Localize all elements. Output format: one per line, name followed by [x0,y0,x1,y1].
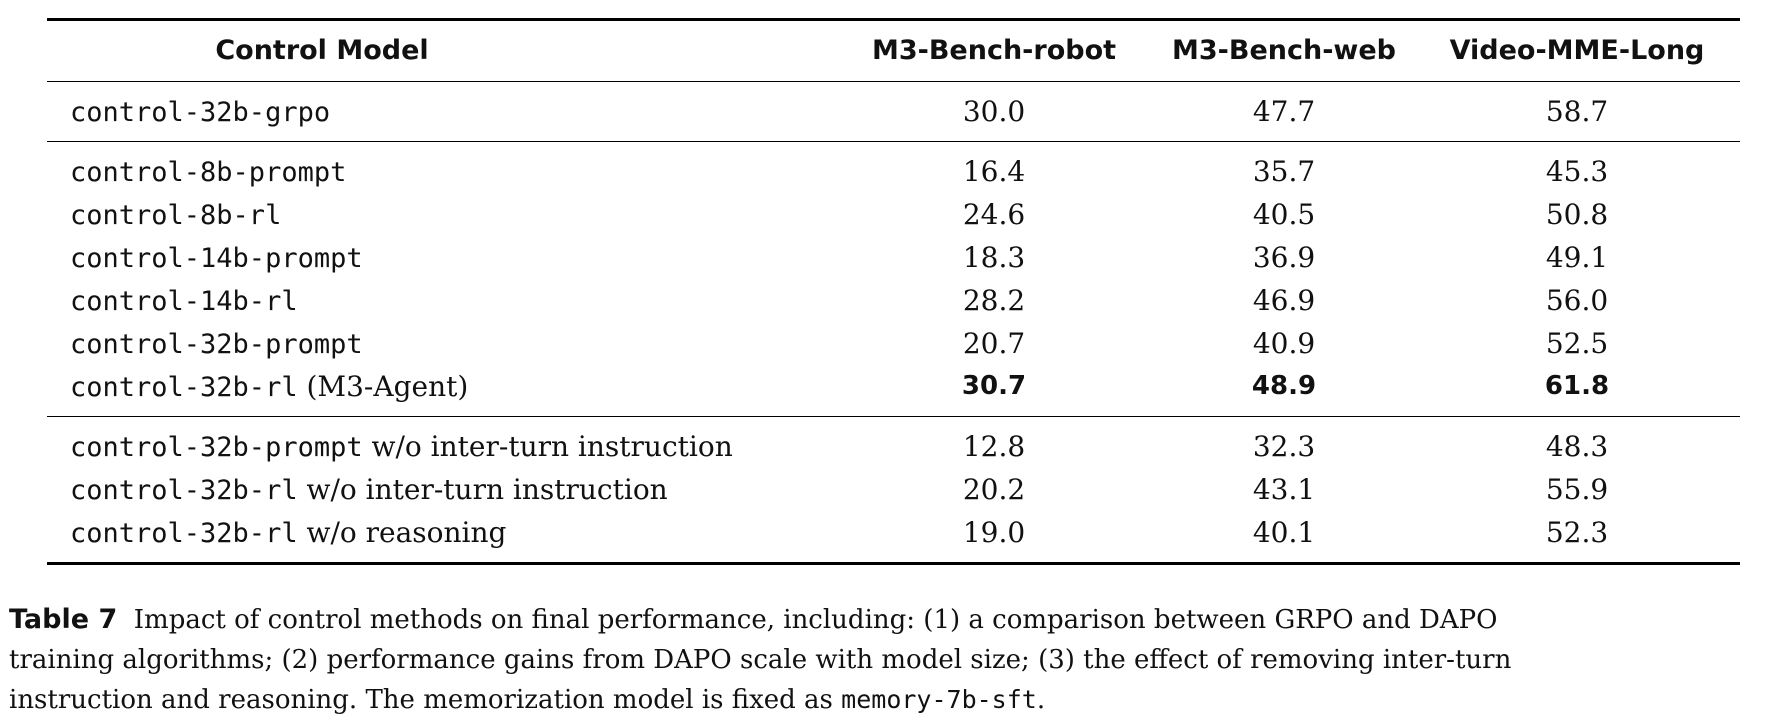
video-mme-long-score: 45.3 [1545,155,1609,188]
model-suffix: w/o inter-turn instruction [297,473,668,506]
model-name-cell: control-32b-rl w/o reasoning [70,511,850,554]
m3-bench-robot-score: 20.7 [962,327,1026,360]
video-mme-long-score: 50.8 [1545,198,1609,231]
model-name-cell: control-8b-rl [70,193,850,236]
model-code: control-32b-rl [70,475,298,506]
header-video-mme-long: Video-MME-Long [1449,35,1705,66]
table-header-rule [47,81,1740,82]
group-separator-rule [47,141,1740,142]
m3-bench-robot-score: 16.4 [962,155,1026,188]
video-mme-long-score: 61.8 [1544,371,1610,401]
model-code: control-32b-grpo [70,97,331,128]
caption-line-1: Table 7 Impact of control methods on fin… [9,600,1779,640]
caption-text-3: instruction and reasoning. The memorizat… [9,685,842,715]
table-row: control-32b-prompt w/o inter-turn instru… [47,425,1740,468]
table-row: control-8b-prompt 16.4 35.7 45.3 [47,150,1740,193]
table-row: control-32b-rl w/o inter-turn instructio… [47,468,1740,511]
model-code: control-32b-rl [70,372,298,403]
table-bottom-rule [47,562,1740,565]
model-code: control-14b-rl [70,286,298,317]
group-padding [47,82,1740,90]
video-mme-long-score: 55.9 [1545,473,1609,506]
m3-bench-robot-score: 30.0 [962,95,1026,128]
m3-bench-web-score: 46.9 [1252,284,1316,317]
m3-bench-web-score: 40.5 [1252,198,1316,231]
m3-bench-web-score: 43.1 [1252,473,1316,506]
m3-bench-robot-score: 19.0 [962,516,1026,549]
m3-bench-robot-score: 18.3 [962,241,1026,274]
m3-bench-web-score: 40.1 [1252,516,1316,549]
caption-model-code: memory-7b-sft [841,685,1037,714]
video-mme-long-score: 49.1 [1545,241,1609,274]
m3-bench-robot-score: 30.7 [961,371,1027,401]
video-mme-long-score: 52.3 [1545,516,1609,549]
m3-bench-robot-score: 24.6 [962,198,1026,231]
model-code: control-8b-rl [70,200,282,231]
model-name-cell: control-32b-rl w/o inter-turn instructio… [70,468,850,511]
video-mme-long-score: 56.0 [1545,284,1609,317]
model-suffix: w/o reasoning [297,516,507,549]
model-suffix: (M3-Agent) [297,370,469,403]
video-mme-long-score: 52.5 [1545,327,1609,360]
model-name-cell: control-8b-prompt [70,150,850,193]
m3-bench-robot-score: 28.2 [962,284,1026,317]
table-caption: Table 7 Impact of control methods on fin… [9,600,1779,720]
video-mme-long-score: 48.3 [1545,430,1609,463]
caption-label: Table 7 [9,604,118,635]
m3-bench-web-score: 32.3 [1252,430,1316,463]
table-row: control-14b-rl 28.2 46.9 56.0 [47,279,1740,322]
model-code: control-32b-prompt [70,329,363,360]
model-name-cell: control-32b-prompt w/o inter-turn instru… [70,425,850,468]
video-mme-long-score: 58.7 [1545,95,1609,128]
m3-bench-web-score: 36.9 [1252,241,1316,274]
caption-line-3: instruction and reasoning. The memorizat… [9,680,1779,720]
header-control-model: Control Model [215,35,429,66]
group-padding [47,142,1740,150]
model-code: control-8b-prompt [70,157,347,188]
model-name-cell: control-14b-prompt [70,236,850,279]
group-padding [47,417,1740,425]
model-name-cell: control-32b-prompt [70,322,850,365]
m3-bench-web-score: 35.7 [1252,155,1316,188]
group-separator-rule [47,416,1740,417]
results-table: Control Model M3-Bench-robot M3-Bench-we… [47,18,1740,565]
group-padding [47,554,1740,562]
table-row: control-32b-rl w/o reasoning 19.0 40.1 52.3 [47,511,1740,554]
model-code: control-32b-rl [70,518,298,549]
m3-bench-web-score: 40.9 [1252,327,1316,360]
m3-bench-robot-score: 12.8 [962,430,1026,463]
model-name-cell: control-32b-rl (M3-Agent) [70,365,850,408]
table-row: control-32b-rl (M3-Agent) 30.7 48.9 61.8 [47,365,1740,408]
table-body: control-32b-grpo 30.0 47.7 58.7 control-8b-p… [47,82,1740,562]
table-row: control-32b-grpo 30.0 47.7 58.7 [47,90,1740,133]
model-name-cell: control-32b-grpo [70,90,850,133]
m3-bench-robot-score: 20.2 [962,473,1026,506]
group-padding [47,133,1740,141]
caption-text-1: Impact of control methods on final perfo… [133,605,1498,635]
m3-bench-web-score: 47.7 [1252,95,1316,128]
table-row: control-8b-rl 24.6 40.5 50.8 [47,193,1740,236]
caption-period: . [1036,685,1046,715]
group-padding [47,408,1740,416]
table-row: control-14b-prompt 18.3 36.9 49.1 [47,236,1740,279]
model-code: control-14b-prompt [70,243,363,274]
header-m3-bench-robot: M3-Bench-robot [871,35,1117,66]
table-row: control-32b-prompt 20.7 40.9 52.5 [47,322,1740,365]
header-m3-bench-web: M3-Bench-web [1172,35,1396,66]
table-top-rule [47,18,1740,21]
model-suffix: w/o inter-turn instruction [362,430,733,463]
m3-bench-web-score: 48.9 [1251,371,1317,401]
caption-line-2: training algorithms; (2) performance gai… [9,645,1512,675]
model-code: control-32b-prompt [70,432,363,463]
table-header-row: Control Model M3-Bench-robot M3-Bench-we… [47,21,1740,81]
model-name-cell: control-14b-rl [70,279,850,322]
